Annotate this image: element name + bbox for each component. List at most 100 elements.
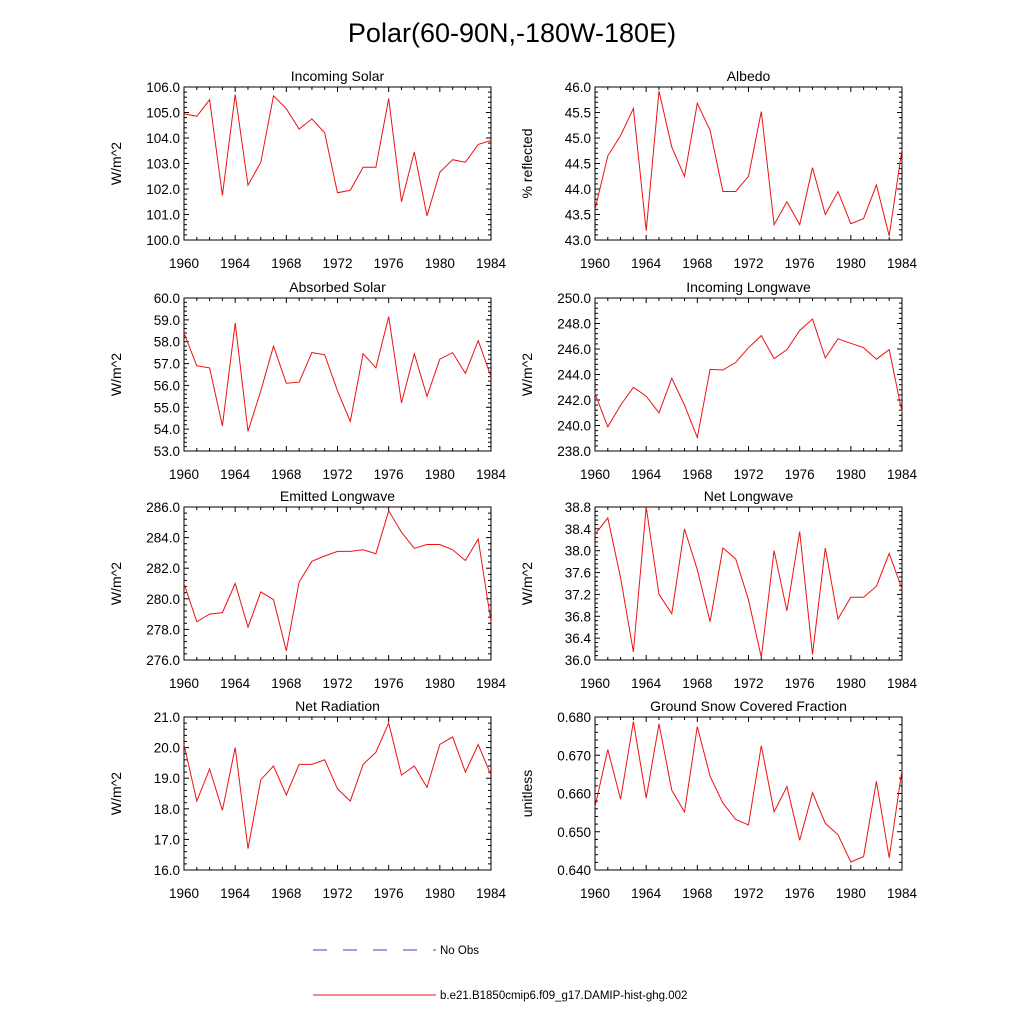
y-tick-label: 0.640 [557,863,591,878]
x-tick-label: 1960 [169,256,199,271]
plot-frame [183,506,492,661]
y-tick-label: 101.0 [146,208,180,223]
x-tick-label: 1968 [682,886,712,901]
panel-title: Ground Snow Covered Fraction [650,698,847,714]
x-tick-label: 1976 [374,676,404,691]
x-tick-label: 1972 [733,256,763,271]
x-tick-label: 1984 [476,886,507,901]
y-tick-label: 38.0 [565,544,591,559]
y-tick-label: 36.0 [565,653,591,668]
series-line [594,90,903,237]
panel-3: Absorbed Solar W/m^2 1960 1964 1968 1972 1976 1… [108,279,507,482]
x-tick-label: 1984 [887,676,918,691]
panel-4: Incoming Longwave W/m^2 1960 1964 1968 1972 19… [519,279,918,482]
panel-title: Absorbed Solar [289,279,386,295]
x-tick-label: 1968 [271,676,301,691]
y-tick-label: 240.0 [557,419,591,434]
y-tick-label: 58.0 [154,335,180,350]
x-tick-label: 1976 [374,886,404,901]
plot-frame [183,297,492,452]
x-tick-label: 1964 [220,886,251,901]
y-tick-label: 19.0 [154,771,180,786]
y-tick-label: 0.650 [557,825,591,840]
y-tick-label: 106.0 [146,80,180,95]
x-tick-label: 1980 [836,467,866,482]
y-tick-label: 37.6 [565,566,591,581]
x-tick-label: 1980 [836,886,866,901]
y-axis-label: W/m^2 [108,353,124,396]
x-tick-label: 1980 [836,256,866,271]
y-tick-label: 250.0 [557,291,591,306]
panel-title: Albedo [727,68,771,84]
y-tick-label: 54.0 [154,422,180,437]
x-tick-label: 1964 [220,467,251,482]
y-tick-label: 0.680 [557,710,591,725]
x-tick-label: 1972 [322,676,352,691]
y-tick-label: 286.0 [146,500,180,515]
x-tick-label: 1972 [733,467,763,482]
x-tick-label: 1964 [631,256,662,271]
panel-title: Incoming Solar [291,68,385,84]
x-tick-label: 1984 [476,467,507,482]
y-tick-label: 45.5 [565,106,591,121]
y-tick-label: 60.0 [154,291,180,306]
y-tick-label: 0.670 [557,748,591,763]
x-tick-label: 1980 [425,467,455,482]
y-tick-label: 36.4 [565,631,592,646]
panel-title: Incoming Longwave [686,279,811,295]
plot-frame [594,716,903,871]
y-axis-label: W/m^2 [108,772,124,815]
y-tick-label: 248.0 [557,317,591,332]
x-tick-label: 1984 [887,256,918,271]
y-axis-label: W/m^2 [519,353,535,396]
y-tick-label: 37.2 [565,587,591,602]
plot-frame [183,86,492,241]
x-tick-label: 1980 [425,256,455,271]
x-tick-label: 1976 [785,676,815,691]
x-tick-label: 1972 [322,467,352,482]
y-tick-label: 282.0 [146,561,180,576]
x-tick-label: 1968 [271,467,301,482]
x-tick-label: 1980 [425,886,455,901]
series-line [594,318,903,440]
x-tick-label: 1964 [631,676,662,691]
x-tick-label: 1960 [169,886,199,901]
x-tick-label: 1968 [271,256,301,271]
y-tick-label: 38.8 [565,500,591,515]
x-tick-label: 1972 [733,886,763,901]
x-tick-label: 1976 [374,467,404,482]
x-tick-label: 1960 [580,676,610,691]
x-tick-label: 1984 [476,676,507,691]
y-tick-label: 38.4 [565,522,592,537]
series-line [183,316,492,432]
x-tick-label: 1984 [887,886,918,901]
plot-frame [594,506,903,661]
x-tick-label: 1976 [785,467,815,482]
plot-frame [594,86,903,241]
x-tick-label: 1960 [580,886,610,901]
panels: Incoming Solar W/m^2 1960 1964 1968 1972 1976 1… [108,68,918,901]
y-tick-label: 20.0 [154,741,180,756]
x-tick-label: 1968 [682,676,712,691]
y-tick-label: 21.0 [154,710,180,725]
panel-title: Emitted Longwave [280,488,395,504]
y-axis-label: W/m^2 [108,562,124,605]
series-line [594,506,903,658]
y-tick-label: 0.660 [557,787,591,802]
y-axis-label: unitless [519,770,535,817]
y-tick-label: 105.0 [146,106,180,121]
y-tick-label: 36.8 [565,609,591,624]
x-tick-label: 1968 [682,467,712,482]
x-tick-label: 1964 [631,467,662,482]
x-tick-label: 1960 [580,256,610,271]
y-tick-label: 103.0 [146,157,180,172]
y-axis-label: W/m^2 [108,142,124,185]
panel-5: Emitted Longwave W/m^2 1960 1964 1968 1972 197… [108,488,507,691]
y-tick-label: 104.0 [146,131,180,146]
y-tick-label: 16.0 [154,863,180,878]
y-tick-label: 17.0 [154,832,180,847]
y-tick-label: 44.0 [565,182,591,197]
x-tick-label: 1972 [322,886,352,901]
x-tick-label: 1960 [169,676,199,691]
